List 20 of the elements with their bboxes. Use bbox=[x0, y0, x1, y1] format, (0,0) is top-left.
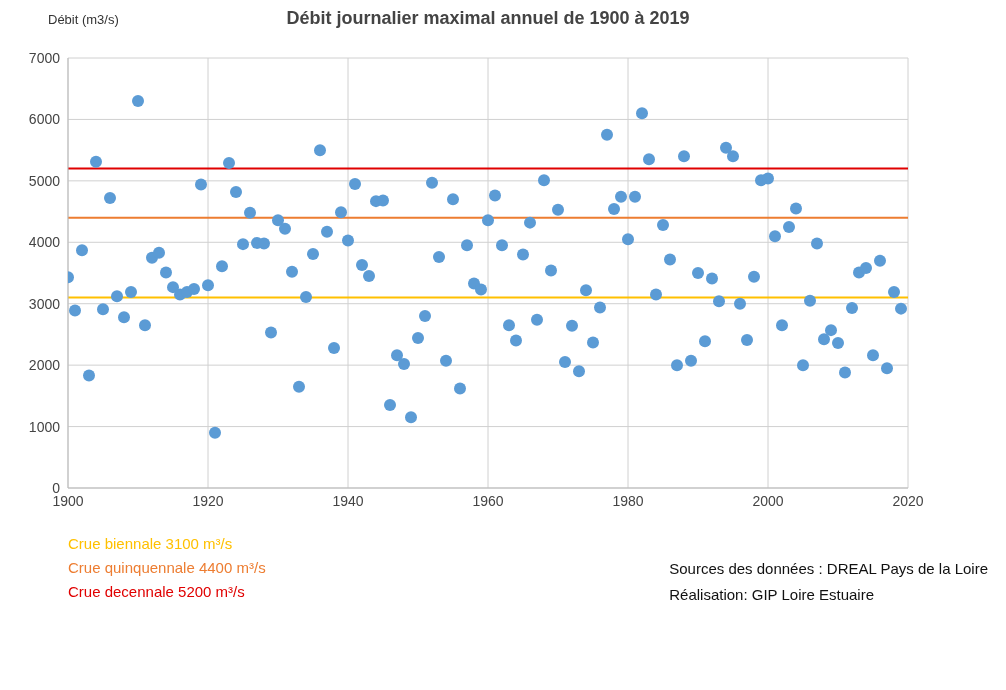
y-tick-label: 2000 bbox=[28, 357, 61, 374]
y-axis-title: Débit (m3/s) bbox=[48, 12, 119, 27]
y-tick-label: 6000 bbox=[28, 111, 61, 128]
x-tick-label: 2000 bbox=[752, 492, 784, 509]
y-tick-label: 3000 bbox=[28, 295, 61, 312]
y-tick-label: 5000 bbox=[28, 172, 61, 189]
x-tick-label: 1980 bbox=[612, 492, 644, 509]
x-tick-label: 2020 bbox=[892, 492, 924, 509]
chart-title: Débit journalier maximal annuel de 1900 à 2019 bbox=[285, 8, 691, 29]
ref-line-label: Crue decennale 5200 m³/s bbox=[68, 582, 246, 602]
y-tick-label: 7000 bbox=[28, 49, 61, 66]
x-tick-label: 1960 bbox=[472, 492, 504, 509]
ref-line-label: Crue quinquennale 4400 m³/s bbox=[68, 558, 266, 578]
y-tick-label: 4000 bbox=[28, 234, 61, 251]
x-tick-label: 1920 bbox=[192, 492, 224, 509]
y-tick-label: 1000 bbox=[28, 418, 61, 435]
source-note: Sources des données : DREAL Pays de la Loire bbox=[669, 559, 988, 579]
text: Réalisation: GIP Loire Estuaire bbox=[669, 585, 876, 605]
x-tick-label: 1940 bbox=[332, 492, 364, 509]
ref-line-label: Crue biennale 3100 m³/s bbox=[68, 534, 234, 554]
